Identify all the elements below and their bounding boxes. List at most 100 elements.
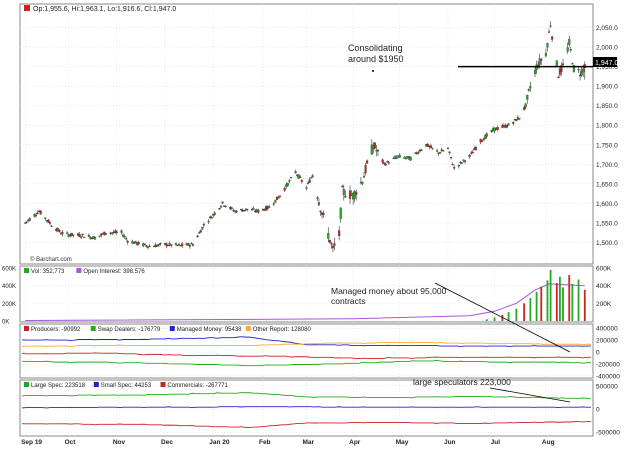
price-tick-label: 1,750.0 <box>596 142 618 149</box>
volume-tick-left: 400K <box>2 284 16 290</box>
candle-body <box>569 49 572 51</box>
candle-body <box>333 243 336 246</box>
volume-bar <box>568 275 571 321</box>
cot-trader-legend-label: Producers: -90992 <box>31 327 81 333</box>
candle-body <box>512 122 515 124</box>
candle-body <box>207 221 210 223</box>
candle-body <box>246 208 249 211</box>
candle-body <box>219 206 223 208</box>
candle-body <box>297 174 300 179</box>
candle-body <box>81 233 84 235</box>
candle-body <box>70 232 73 236</box>
candle-body <box>327 233 330 239</box>
large-specs-pointer <box>489 387 571 403</box>
candle-body <box>187 243 190 246</box>
candle-body <box>257 209 260 213</box>
candle-body <box>132 242 135 244</box>
candle-body <box>331 246 334 249</box>
cot-trader-legend-label: Managed Money: 95438 <box>177 327 242 333</box>
volume-tick-right: 200K <box>596 301 612 308</box>
candle-body <box>115 231 118 233</box>
candle-body <box>310 177 313 179</box>
candle-body <box>409 157 412 161</box>
candle-body <box>202 224 205 226</box>
candle-body <box>529 85 532 89</box>
candle-body <box>125 238 128 240</box>
candle-body <box>268 206 271 208</box>
candle-body <box>453 167 456 169</box>
volume-bar <box>546 280 549 321</box>
annotation-consolidating-2: around $1950 <box>348 54 404 64</box>
candle-body <box>551 36 554 40</box>
volume-bar <box>562 287 564 321</box>
candle-body <box>328 239 331 243</box>
candle-body <box>251 209 254 211</box>
candle-body <box>471 151 474 154</box>
candle-body <box>181 243 184 247</box>
volume-bar <box>507 312 510 321</box>
candle-body <box>370 144 373 155</box>
x-tick-label: Aug <box>542 439 555 446</box>
volume-bar <box>540 286 543 321</box>
volume-legend-swatch <box>24 268 29 273</box>
candle-body <box>322 213 325 215</box>
candle-body <box>240 208 243 211</box>
candle-body <box>36 212 39 215</box>
volume-bar <box>555 283 558 321</box>
volume-legend-swatch <box>76 268 82 273</box>
volume-legend-label: Vol: 352,773 <box>31 269 65 275</box>
candle-body <box>157 244 160 246</box>
volume-bar <box>529 298 532 321</box>
candle-body <box>24 222 27 224</box>
ohlc-text: Op:1,955.6, Hi:1,963.1, Lo:1,916.6, Cl:1… <box>33 6 176 13</box>
candle-body <box>168 242 171 245</box>
candle-body <box>58 229 61 232</box>
candle-body <box>561 63 565 65</box>
candle-body <box>538 58 541 65</box>
candle-body <box>505 125 509 128</box>
cot-layer <box>21 336 592 429</box>
candle-body <box>468 155 471 157</box>
candle-body <box>457 164 460 167</box>
x-tick-label: Dec <box>161 439 173 446</box>
price-tick-label: 1,500.0 <box>596 240 618 247</box>
candle-body <box>316 197 319 199</box>
candle-body <box>288 180 291 182</box>
candle-body <box>384 163 387 166</box>
candle-body <box>254 210 257 213</box>
volume-bar <box>501 314 504 321</box>
volume-bar <box>523 303 526 321</box>
candle-body <box>527 88 530 91</box>
cot-trader-tick-label: 400000 <box>596 326 618 333</box>
cot-size-tick-label: 0 <box>596 407 600 414</box>
price-legend-swatch <box>24 5 30 11</box>
candle-body <box>286 182 289 186</box>
cot-trader-tick-label: -200000 <box>596 361 620 368</box>
candle-body <box>501 125 504 128</box>
cot-trader-series-line <box>21 336 591 347</box>
volume-legend: Vol: 352,773 Open Interest: 398,576 <box>24 268 145 275</box>
cot-size-series-line <box>21 421 591 429</box>
candle-body <box>137 241 140 245</box>
x-tick-label: May <box>396 439 409 446</box>
grid-layer <box>20 4 593 436</box>
candle-body <box>87 235 90 237</box>
candle-body <box>355 192 358 195</box>
cot-trader-tick-label: 0 <box>596 350 600 357</box>
candle-body <box>274 199 277 203</box>
candle-body <box>398 154 401 158</box>
cot-size-legend-label: Small Spec: 44253 <box>101 383 152 389</box>
candle-body <box>555 60 558 67</box>
volume-tick-left: 0K <box>2 320 9 326</box>
volume-legend-label: Open Interest: 398,576 <box>83 269 145 275</box>
candle-body <box>218 208 221 210</box>
candle-body <box>61 231 64 235</box>
candle-body <box>34 214 38 217</box>
candle-body <box>25 221 28 223</box>
candle-body <box>442 150 445 152</box>
candle-body <box>376 149 380 152</box>
price-tick-label: 1,600.0 <box>596 201 618 208</box>
managed-money-pointer <box>434 282 571 353</box>
candle-body <box>474 147 478 150</box>
cot-size-legend-swatch <box>160 382 166 387</box>
